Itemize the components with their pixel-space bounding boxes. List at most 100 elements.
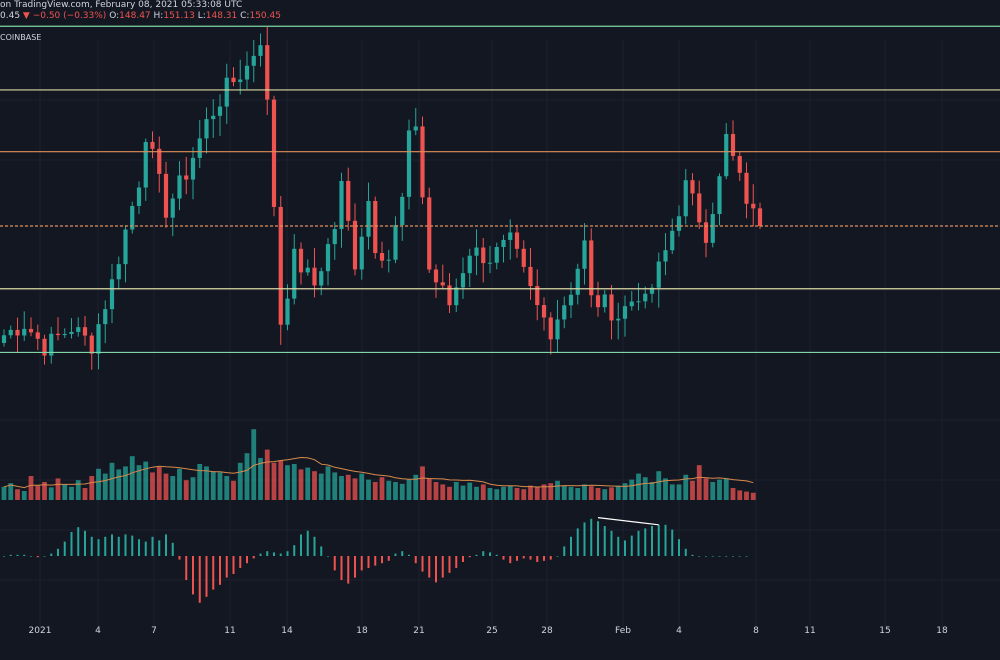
oscillator-bar [711, 556, 714, 557]
oscillator-bar [171, 542, 174, 556]
candle-body [744, 172, 749, 204]
divergence-trend-line [597, 517, 659, 526]
candle-body [292, 248, 297, 299]
candle-body [177, 175, 182, 199]
candle-body [413, 126, 418, 131]
candle-body [602, 294, 607, 308]
oscillator-bar [239, 556, 242, 568]
volume-bar [291, 464, 297, 500]
oscillator-bar [556, 556, 559, 557]
candle-body [103, 309, 108, 325]
candle-body [352, 220, 358, 270]
oscillator-bar [401, 551, 404, 556]
candle-body [163, 173, 169, 218]
x-tick-label: 18 [356, 626, 368, 636]
volume-bar [744, 491, 749, 500]
oscillator-bar [219, 556, 221, 585]
oscillator-bar [90, 536, 93, 556]
oscillator-bar [664, 524, 667, 556]
oscillator-bar [360, 556, 363, 571]
oscillator-bar [387, 556, 390, 561]
candle-body [325, 244, 331, 272]
x-tick-label: 2021 [29, 626, 52, 636]
volume-bar [548, 483, 554, 500]
candle-body [231, 77, 236, 83]
candle-body [238, 79, 243, 83]
volume-bar [28, 476, 34, 500]
candle-body [400, 196, 405, 226]
x-tick-label: 11 [224, 626, 235, 636]
oscillator-bar [509, 556, 512, 564]
candle-body [109, 279, 115, 310]
x-tick-label: Feb [615, 626, 631, 636]
candle-body [676, 216, 682, 231]
volume-bar [136, 465, 142, 500]
chart-caption: on TradingView.com, February 08, 2021 05… [0, 0, 242, 10]
candle-body [717, 176, 722, 215]
oscillator-bar [441, 556, 444, 578]
volume-bar [163, 473, 169, 500]
candle-body [757, 208, 763, 226]
volume-bar [170, 476, 176, 500]
candle-body [575, 268, 580, 295]
candle-body [190, 157, 196, 180]
candle-body [501, 239, 506, 248]
candle-body [62, 334, 67, 336]
candle-body [285, 298, 290, 325]
candle-body [427, 197, 432, 270]
high-label: H: [153, 11, 164, 21]
oscillator-bar [124, 534, 127, 556]
oscillator-bar [70, 532, 73, 556]
oscillator-bar [570, 536, 572, 556]
oscillator-bar [286, 551, 289, 556]
x-tick-label: 8 [753, 626, 759, 636]
volume-bar [1, 486, 7, 500]
oscillator-bar [340, 556, 343, 580]
candle-body [55, 333, 61, 336]
oscillator-bar [408, 554, 410, 556]
volume-bar [271, 462, 277, 500]
candle-body [204, 119, 209, 139]
oscillator-bar [374, 556, 377, 566]
volume-bar [372, 482, 378, 500]
exchange-name: COINBASE [0, 33, 42, 42]
x-tick-label: 21 [413, 626, 424, 636]
oscillator-bar [718, 556, 721, 557]
candle-body [346, 180, 351, 221]
candle-body [447, 285, 452, 306]
candle-body [82, 327, 88, 336]
oscillator-bar [536, 556, 539, 562]
volume-bar [420, 466, 425, 500]
candle-body [150, 141, 155, 149]
volume-bar [89, 476, 95, 500]
oscillator-bar [205, 556, 208, 597]
oscillator-bar [678, 539, 680, 556]
oscillator-bar [23, 554, 26, 556]
volume-bar [129, 456, 135, 500]
oscillator-bar [347, 556, 350, 584]
volume-bar [285, 465, 290, 500]
candle-body [123, 229, 128, 265]
candle-body [211, 115, 216, 120]
oscillator-bar [192, 556, 194, 595]
volume-bar [177, 468, 182, 500]
candle-body [656, 261, 661, 288]
candle-body [15, 329, 20, 336]
volume-bar [636, 473, 641, 500]
volume-bar [123, 466, 128, 500]
volume-bar [312, 471, 317, 500]
x-tick-label: 25 [486, 626, 497, 636]
x-tick-label: 7 [151, 626, 157, 636]
oscillator-bar [97, 539, 100, 556]
volume-bar [197, 464, 203, 500]
volume-bar [514, 488, 520, 500]
volume-bar [683, 474, 689, 500]
oscillator-bar [745, 556, 748, 557]
x-tick-label: 14 [281, 626, 293, 636]
candle-body [440, 282, 445, 286]
oscillator-bar [617, 536, 620, 556]
volume-bar [433, 482, 439, 500]
candle-body [35, 332, 40, 339]
volume-bar [48, 487, 54, 500]
